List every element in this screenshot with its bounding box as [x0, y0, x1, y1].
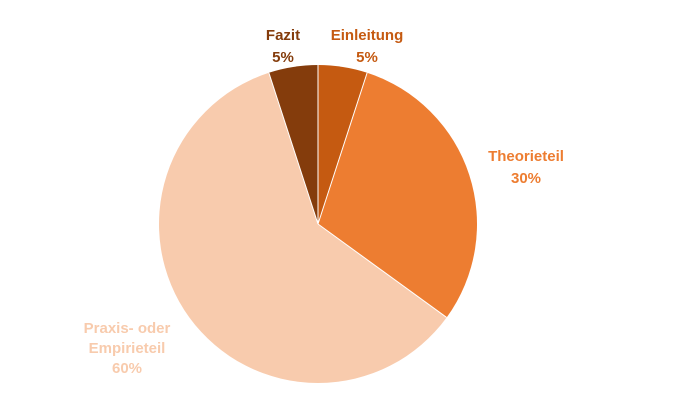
data-label-einleitung: Einleitung 5% — [331, 27, 404, 66]
pie-slice-einleitung — [318, 65, 368, 224]
pie-slice-fazit — [268, 65, 318, 224]
pie-slices — [158, 65, 477, 383]
pie-slice-theorieteil — [318, 72, 477, 318]
data-label-praxis-oder-empirieteil: Praxis- oder Empirieteil 60% — [84, 320, 171, 377]
slice-separator — [317, 223, 447, 318]
data-label-fazit: Fazit 5% — [266, 27, 300, 66]
slice-separator — [317, 72, 368, 225]
pie-slice-praxis-oder-empirieteil — [158, 72, 447, 383]
data-label-theorieteil: Theorieteil 30% — [488, 148, 564, 187]
slice-separator — [268, 72, 319, 225]
data-labels: Einleitung 5% Theorieteil 30% Praxis- oder Em… — [84, 27, 564, 377]
